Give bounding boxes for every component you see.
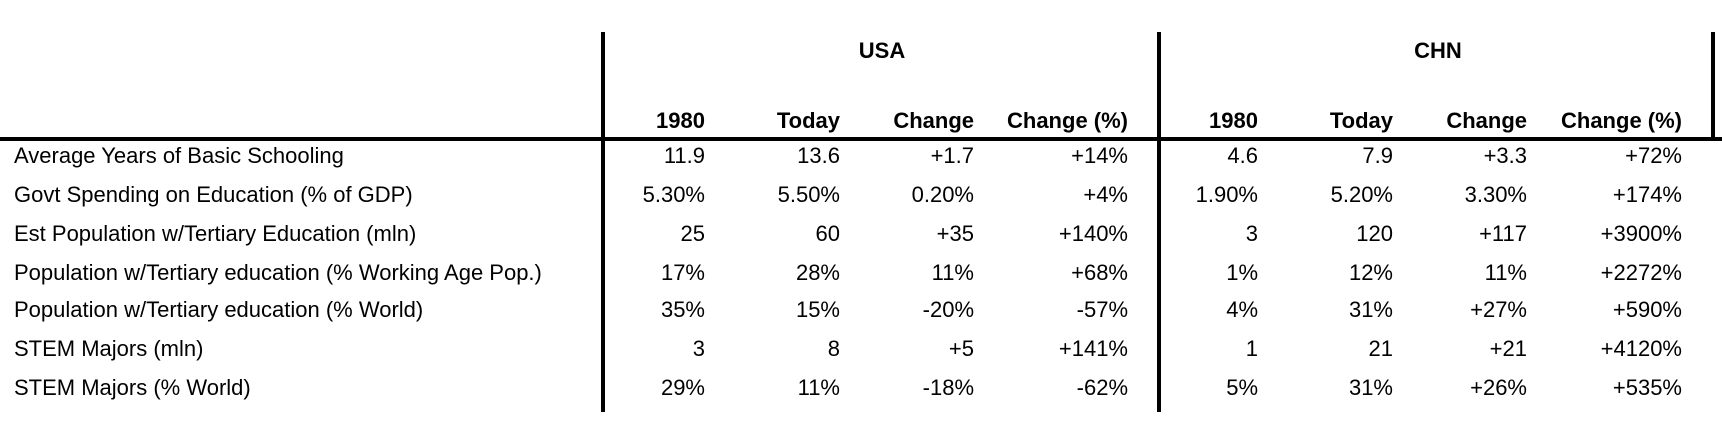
table-cell: -57% [1076,297,1128,322]
column-header-chn-2: Today [1329,108,1393,133]
row-label: STEM Majors (% World) [14,375,251,400]
table-cell: 5.20% [1330,182,1393,207]
column-header-usa-3: Change [893,108,974,133]
table-cell: +14% [1071,143,1128,168]
table-cell: +26% [1470,375,1527,400]
table-cell: +117 [1479,221,1527,246]
table-cell: +140% [1058,221,1128,246]
row-label: Govt Spending on Education (% of GDP) [14,182,413,207]
table-cell: 0.20% [911,182,974,207]
table-cell: 28% [795,260,840,285]
table-cell: 25 [680,221,705,246]
row-label: Population w/Tertiary education (% Worki… [14,260,542,285]
column-header-chn-4: Change (%) [1561,108,1682,133]
column-header-chn-1: 1980 [1209,108,1258,133]
table-cell: 11% [1484,260,1527,285]
table-cell: 1 [1245,336,1258,361]
table-cell: +4% [1083,182,1128,207]
table-cell: 11.9 [663,143,705,168]
table-cell: 1.90% [1195,182,1258,207]
row-label: Est Population w/Tertiary Education (mln… [14,221,417,246]
table-cell: 31% [1348,297,1393,322]
table-cell: +5 [948,336,974,361]
table-cell: +141% [1058,336,1128,361]
table-cell: +1.7 [930,143,974,168]
table-cell: 7.9 [1362,143,1393,168]
table-cell: 5% [1226,375,1258,400]
table-cell: 17% [660,260,705,285]
table-cell: 4.6 [1227,143,1258,168]
table-cell: 31% [1348,375,1393,400]
table-cell: -62% [1076,375,1128,400]
table-cell: -18% [922,375,974,400]
table-cell: 13.6 [797,143,840,168]
group-header-usa: USA [858,38,906,63]
table-cell: +68% [1071,260,1128,285]
table-cell: 3 [1245,221,1258,246]
table-cell: +35 [936,221,974,246]
row-label: Average Years of Basic Schooling [14,143,344,168]
column-header-usa-1: 1980 [656,108,705,133]
usa-left-divider [601,32,605,412]
table-cell: 15% [795,297,840,322]
table-cell: +3.3 [1483,143,1527,168]
table-cell: 29% [660,375,705,400]
table-cell: -20% [922,297,974,322]
table-cell: 11% [931,260,974,285]
table-cell: +72% [1625,143,1682,168]
table-cell: 11% [797,375,840,400]
table-cell: 3.30% [1464,182,1527,207]
table-cell: 120 [1356,221,1393,246]
chn-left-divider [1157,32,1161,412]
table-cell: 60 [815,221,840,246]
chn-right-divider [1711,32,1715,138]
column-header-chn-3: Change [1446,108,1527,133]
table-cell: 12% [1348,260,1393,285]
table-cell: +27% [1470,297,1527,322]
table-cell: 35% [660,297,705,322]
table-cell: +535% [1612,375,1682,400]
group-header-chn: CHN [1414,38,1462,63]
table-cell: 5.30% [642,182,705,207]
table-cell: +2272% [1600,260,1682,285]
column-header-usa-4: Change (%) [1007,108,1128,133]
table-cell: 1% [1226,260,1258,285]
header-underline [0,137,1722,141]
table-cell: +3900% [1600,221,1682,246]
table-cell: 8 [827,336,840,361]
table-cell: 4% [1226,297,1258,322]
table-cell: +590% [1612,297,1682,322]
table-cell: +21 [1489,336,1527,361]
row-label: Population w/Tertiary education (% World… [14,297,424,322]
row-label: STEM Majors (mln) [14,336,204,361]
table-cell: 3 [692,336,705,361]
column-header-usa-2: Today [776,108,840,133]
table-cell: 5.50% [777,182,840,207]
table-cell: +174% [1612,182,1682,207]
table-cell: +4120% [1600,336,1682,361]
table-cell: 21 [1368,336,1393,361]
